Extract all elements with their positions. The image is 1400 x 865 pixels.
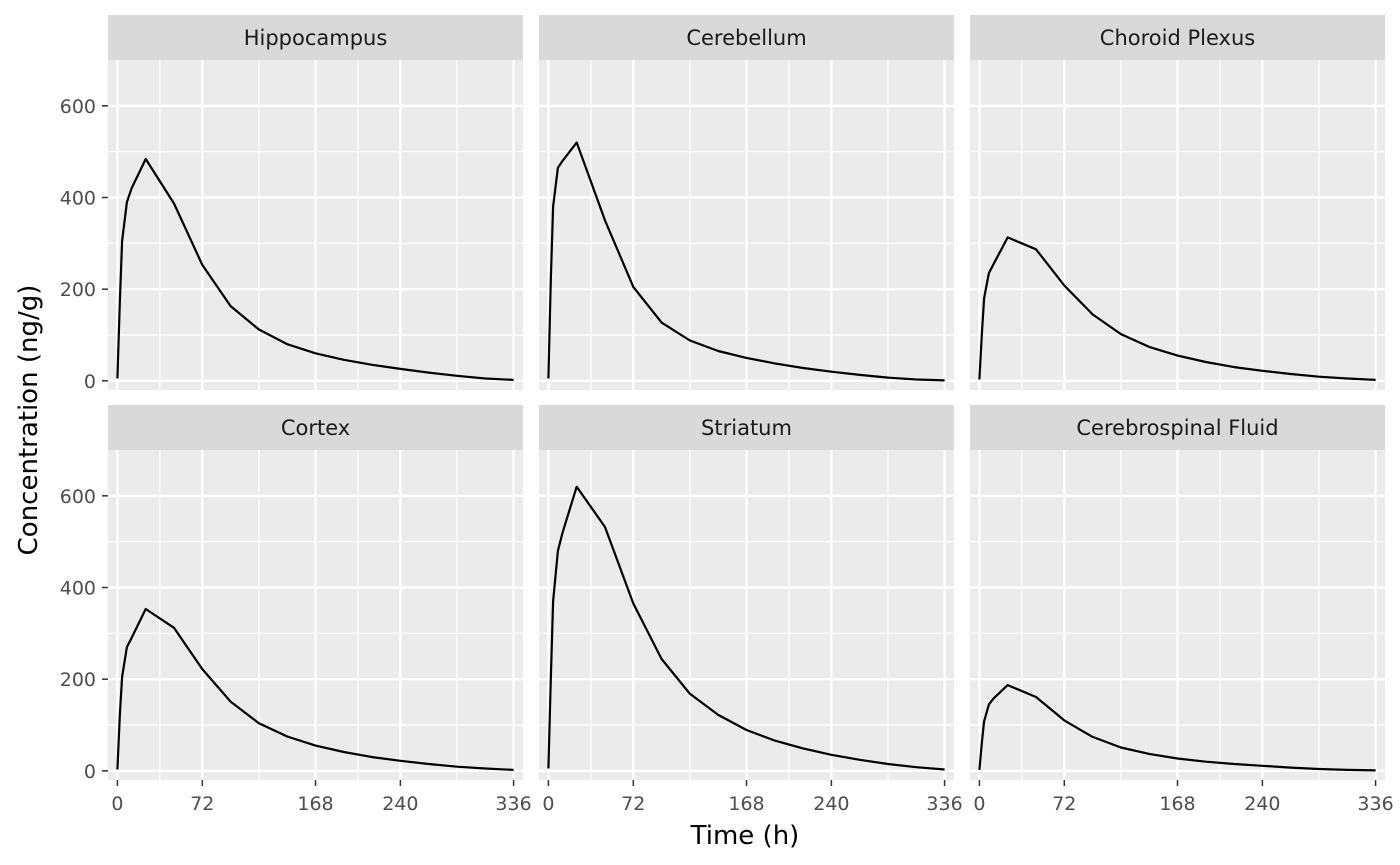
x-tick-label: 336 [1357, 793, 1393, 815]
x-tick-label: 336 [926, 793, 962, 815]
facet-strip-label: Striatum [701, 416, 792, 440]
facet-strip-label: Cerebellum [686, 26, 806, 50]
facet-panel-0: Hippocampus 0 200 400 600 [60, 15, 523, 393]
y-tick-label: 200 [60, 279, 96, 301]
y-tick-label: 200 [60, 669, 96, 691]
facet-strip [108, 405, 523, 450]
series-line [978, 236, 1376, 381]
facet-strip-label: Cerebrospinal Fluid [1076, 416, 1278, 440]
facet-strip [970, 15, 1385, 60]
y-tick-label: 400 [60, 188, 96, 210]
facet-panel-1: Cerebellum [539, 15, 954, 390]
facet-strip-label: Cortex [281, 416, 350, 440]
series-line [116, 157, 514, 381]
facet-strip-label: Hippocampus [244, 26, 388, 50]
x-tick-label: 0 [111, 793, 123, 815]
x-tick-label: 168 [297, 793, 333, 815]
facet-panel-4: Striatum 0 72 168 240 336 [539, 405, 963, 815]
facet-strip-label: Choroid Plexus [1100, 26, 1255, 50]
y-axis-title: Concentration (ng/g) [14, 285, 44, 556]
series-line [547, 485, 945, 771]
x-axis-title: Time (h) [690, 821, 800, 851]
y-tick-label: 400 [60, 578, 96, 600]
facet-panel-2: Choroid Plexus [970, 15, 1385, 390]
facet-panel-3: Cortex 0 72 168 240 336 0 200 400 600 [60, 405, 532, 815]
y-tick-label: 600 [60, 486, 96, 508]
series-line [547, 141, 945, 382]
x-tick-label: 0 [542, 793, 554, 815]
facet-strip [108, 15, 523, 60]
y-tick-label: 0 [84, 761, 96, 783]
y-tick-label: 600 [60, 96, 96, 118]
x-tick-label: 0 [973, 793, 985, 815]
y-tick-label: 0 [84, 371, 96, 393]
x-tick-label: 240 [813, 793, 849, 815]
facet-panel-5: Cerebrospinal Fluid 0 72 168 240 336 [970, 405, 1394, 815]
series-line [116, 607, 514, 771]
series-line [978, 683, 1376, 772]
x-tick-label: 240 [382, 793, 418, 815]
x-tick-label: 72 [621, 793, 645, 815]
x-tick-label: 336 [495, 793, 531, 815]
facet-strip [539, 15, 954, 60]
x-tick-label: 168 [728, 793, 764, 815]
x-tick-label: 72 [1052, 793, 1076, 815]
x-tick-label: 240 [1244, 793, 1280, 815]
x-tick-label: 168 [1159, 793, 1195, 815]
facet-strip [970, 405, 1385, 450]
x-tick-label: 72 [190, 793, 214, 815]
facet-strip [539, 405, 954, 450]
